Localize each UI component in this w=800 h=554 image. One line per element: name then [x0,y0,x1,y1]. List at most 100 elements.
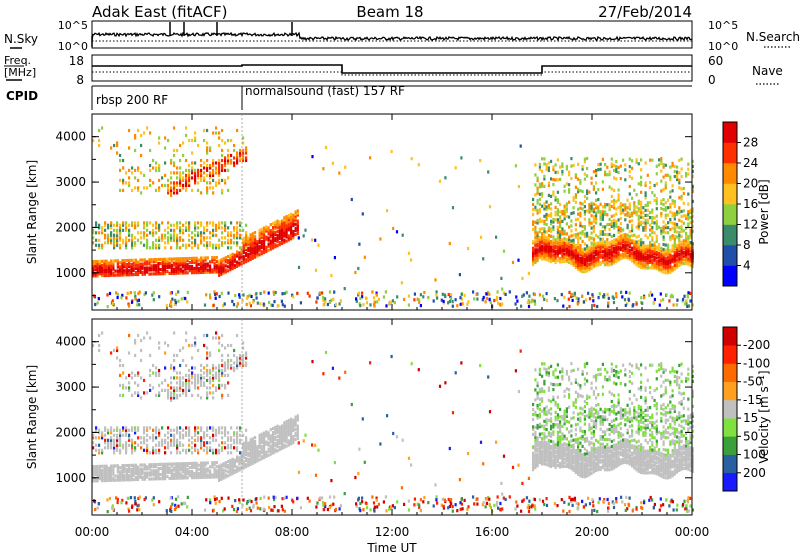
power-cell [649,158,652,162]
velocity-cell [179,381,182,385]
power-cell [233,236,236,240]
power-cell [660,162,663,166]
power-cell [104,228,107,232]
velocity-cell [173,428,176,432]
power-cell [197,270,200,275]
power-cell [624,163,627,167]
velocity-cell [274,429,277,433]
power-cell [185,183,188,187]
velocity-cell [536,423,539,428]
power-cell [592,261,595,265]
power-cell [311,155,314,159]
velocity-cell [107,431,110,435]
power-cell [130,262,133,267]
power-cell [625,290,628,294]
power-heatmap [92,126,694,309]
power-cell [176,233,179,237]
power-cell [655,247,658,251]
power-cell [570,211,573,216]
power-cell [276,223,279,227]
power-cell [678,226,681,230]
velocity-cell [131,451,134,455]
power-cell [554,210,557,214]
power-cell [224,226,227,230]
velocity-cell [230,451,233,455]
power-cell [164,257,167,261]
velocity-cell [161,438,164,442]
power-cell [617,253,620,257]
power-cell [671,269,674,273]
velocity-cell [221,383,224,387]
velocity-cell [131,438,134,442]
power-cell [597,250,600,254]
power-cell [574,175,577,179]
velocity-cell [179,462,182,466]
power-cell [164,263,167,267]
power-cell [572,196,575,200]
power-cell [110,221,113,225]
power-cell [590,214,593,218]
power-cell [613,261,616,265]
power-cell [570,294,573,299]
velocity-cell [541,374,544,378]
velocity-cell [218,341,221,345]
power-cell [559,215,562,219]
velocity-cell [276,430,279,434]
power-cell [227,246,230,250]
power-cell [459,296,462,300]
power-cell [646,248,649,252]
power-cell [218,181,221,185]
power-cell [601,180,604,184]
power-cell [637,257,640,261]
velocity-cell [242,452,245,456]
power-cell [606,292,609,297]
power-cell [98,259,101,263]
power-cell [579,201,582,205]
velocity-cell [143,463,146,467]
velocity-cell [263,433,266,437]
power-cell [536,189,539,193]
power-cell [673,256,676,260]
power-cell [107,226,110,230]
velocity-cell [92,436,95,440]
velocity-cell [95,436,98,440]
power-cell [227,176,230,180]
power-cell [188,223,191,227]
power-cell [577,260,580,264]
power-cell [170,263,173,267]
power-cell [619,201,622,206]
velocity-cell [538,441,541,445]
velocity-cell [224,366,227,370]
velocity-cell [179,348,182,353]
power-cell [682,191,685,195]
power-cell [590,221,593,225]
velocity-cell [134,426,137,430]
power-cell [640,254,643,259]
power-cell [574,256,577,260]
power-cell [220,270,223,274]
power-cell [660,169,663,173]
power-cell [107,223,110,227]
power-cell [290,218,293,223]
power-cell [691,199,694,203]
power-cell [592,265,595,269]
power-cell [604,244,607,249]
velocity-cell [119,358,122,363]
power-cell [678,263,681,267]
velocity-cell [170,468,173,472]
power-cell [536,255,539,259]
power-cell [664,231,667,235]
power-cell [682,251,685,255]
power-cell [577,258,580,262]
power-cell [604,232,607,237]
power-cell [105,259,108,263]
power-cell [263,236,266,240]
velocity-cell [134,341,137,345]
power-cell [640,183,643,187]
velocity-cell [283,443,286,447]
nsearch-tick-high: 10^5 [708,19,738,32]
power-cell [179,226,182,230]
power-cell [574,200,577,204]
power-cell [595,203,598,207]
velocity-cell [150,473,153,477]
